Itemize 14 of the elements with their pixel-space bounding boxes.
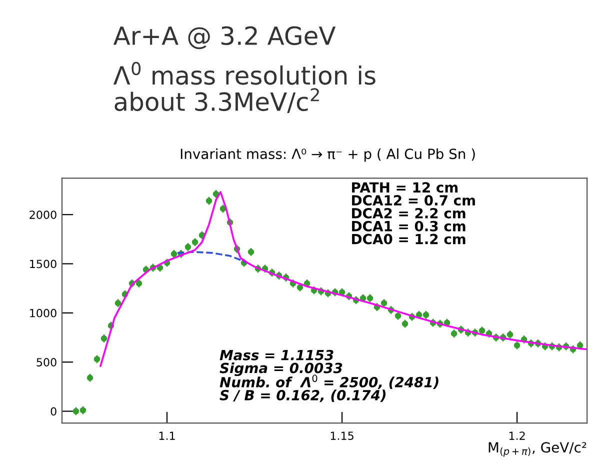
annotation: Mass = 1.1153 Sigma = 0.0033 Numb. of Λ$^{0}$ = 2500, (2481) S / B = 0.162, (0.174) bbox=[220, 350, 438, 402]
y-tick-label: 1000 bbox=[30, 308, 56, 318]
annotation: PATH = 12 cm DCA12 = 0.7 cm DCA2 = 2.2 cm DCA1 = 0.3 cm DCA0 = 1.2 cm bbox=[352, 182, 475, 244]
y-tick-label: 2000 bbox=[30, 210, 56, 219]
x-tick-label: 1.15 bbox=[330, 432, 354, 440]
y-tick-label: 1500 bbox=[30, 260, 56, 268]
text: Λ$^{0}$ mass resolution is about 3.3MeV/c$^{2}$ bbox=[113, 62, 376, 114]
x-tick-label: 1.2 bbox=[509, 432, 525, 440]
y-tick-label: 0 bbox=[50, 407, 56, 416]
x-axis-title: M$_{(p+π)}$, GeV/c² bbox=[488, 442, 586, 457]
y-tick-label: 500 bbox=[36, 358, 56, 366]
text: Ar+A @ 3.2 AGeV bbox=[113, 26, 336, 50]
chart-title: Invariant mass: Λ⁰ → π⁻ + p ( Al Cu Pb Sn ) bbox=[180, 148, 475, 162]
x-tick-label: 1.1 bbox=[159, 432, 175, 440]
